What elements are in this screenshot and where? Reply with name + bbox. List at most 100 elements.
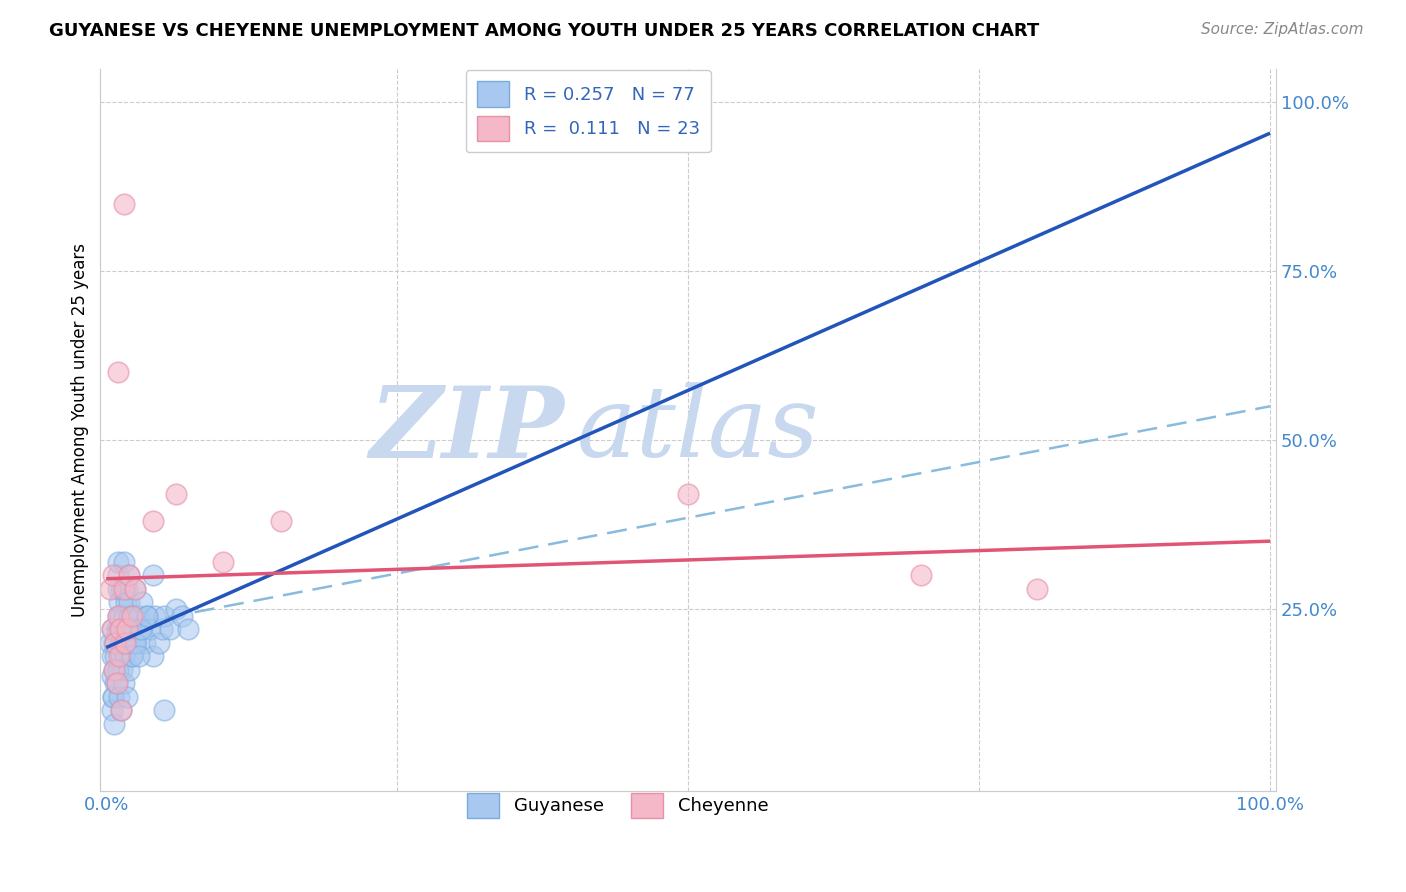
Point	[134, 636, 156, 650]
Point	[108, 636, 131, 650]
Point	[121, 608, 143, 623]
Point	[124, 582, 146, 596]
Point	[112, 582, 135, 596]
Point	[143, 608, 166, 623]
Point	[139, 622, 162, 636]
Point	[101, 690, 124, 704]
Point	[142, 568, 165, 582]
Point	[142, 514, 165, 528]
Point	[115, 622, 138, 636]
Point	[112, 608, 135, 623]
Point	[676, 487, 699, 501]
Point	[107, 366, 129, 380]
Point	[120, 622, 142, 636]
Point	[105, 676, 128, 690]
Point	[159, 622, 181, 636]
Point	[107, 582, 129, 596]
Point	[110, 703, 132, 717]
Point	[110, 703, 132, 717]
Point	[112, 676, 135, 690]
Point	[111, 663, 134, 677]
Point	[910, 568, 932, 582]
Point	[107, 568, 129, 582]
Point	[110, 582, 132, 596]
Point	[108, 622, 131, 636]
Point	[122, 622, 145, 636]
Point	[104, 649, 127, 664]
Point	[114, 649, 136, 664]
Point	[150, 622, 173, 636]
Point	[103, 663, 125, 677]
Point	[135, 608, 157, 623]
Point	[110, 649, 132, 664]
Point	[101, 568, 124, 582]
Point	[112, 555, 135, 569]
Point	[108, 622, 131, 636]
Point	[105, 676, 128, 690]
Point	[124, 582, 146, 596]
Point	[115, 690, 138, 704]
Point	[118, 568, 141, 582]
Text: Source: ZipAtlas.com: Source: ZipAtlas.com	[1201, 22, 1364, 37]
Point	[101, 622, 124, 636]
Point	[98, 582, 121, 596]
Point	[105, 622, 128, 636]
Point	[108, 595, 131, 609]
Point	[107, 608, 129, 623]
Point	[101, 703, 124, 717]
Point	[110, 622, 132, 636]
Point	[103, 636, 125, 650]
Point	[153, 703, 176, 717]
Point	[112, 196, 135, 211]
Point	[98, 636, 121, 650]
Y-axis label: Unemployment Among Youth under 25 years: Unemployment Among Youth under 25 years	[72, 243, 89, 617]
Point	[131, 595, 153, 609]
Point	[211, 555, 233, 569]
Point	[142, 649, 165, 664]
Point	[107, 608, 129, 623]
Point	[124, 608, 146, 623]
Point	[135, 608, 157, 623]
Point	[115, 582, 138, 596]
Point	[1026, 582, 1049, 596]
Point	[128, 608, 150, 623]
Point	[101, 690, 124, 704]
Point	[122, 636, 145, 650]
Point	[114, 636, 136, 650]
Point	[103, 663, 125, 677]
Text: atlas: atlas	[576, 383, 820, 477]
Point	[111, 636, 134, 650]
Point	[165, 487, 187, 501]
Point	[121, 649, 143, 664]
Point	[104, 676, 127, 690]
Point	[115, 595, 138, 609]
Point	[104, 636, 127, 650]
Point	[101, 622, 124, 636]
Point	[153, 608, 176, 623]
Point	[118, 595, 141, 609]
Point	[129, 622, 152, 636]
Point	[148, 636, 170, 650]
Point	[103, 716, 125, 731]
Point	[107, 555, 129, 569]
Legend: Guyanese, Cheyenne: Guyanese, Cheyenne	[460, 786, 776, 826]
Point	[114, 622, 136, 636]
Point	[170, 608, 193, 623]
Point	[128, 649, 150, 664]
Point	[127, 622, 149, 636]
Point	[107, 663, 129, 677]
Point	[101, 669, 124, 683]
Point	[112, 582, 135, 596]
Point	[121, 608, 143, 623]
Point	[165, 602, 187, 616]
Point	[121, 649, 143, 664]
Point	[118, 568, 141, 582]
Point	[108, 649, 131, 664]
Point	[108, 608, 131, 623]
Point	[115, 636, 138, 650]
Point	[129, 622, 152, 636]
Point	[118, 608, 141, 623]
Point	[125, 636, 148, 650]
Point	[270, 514, 292, 528]
Point	[117, 636, 139, 650]
